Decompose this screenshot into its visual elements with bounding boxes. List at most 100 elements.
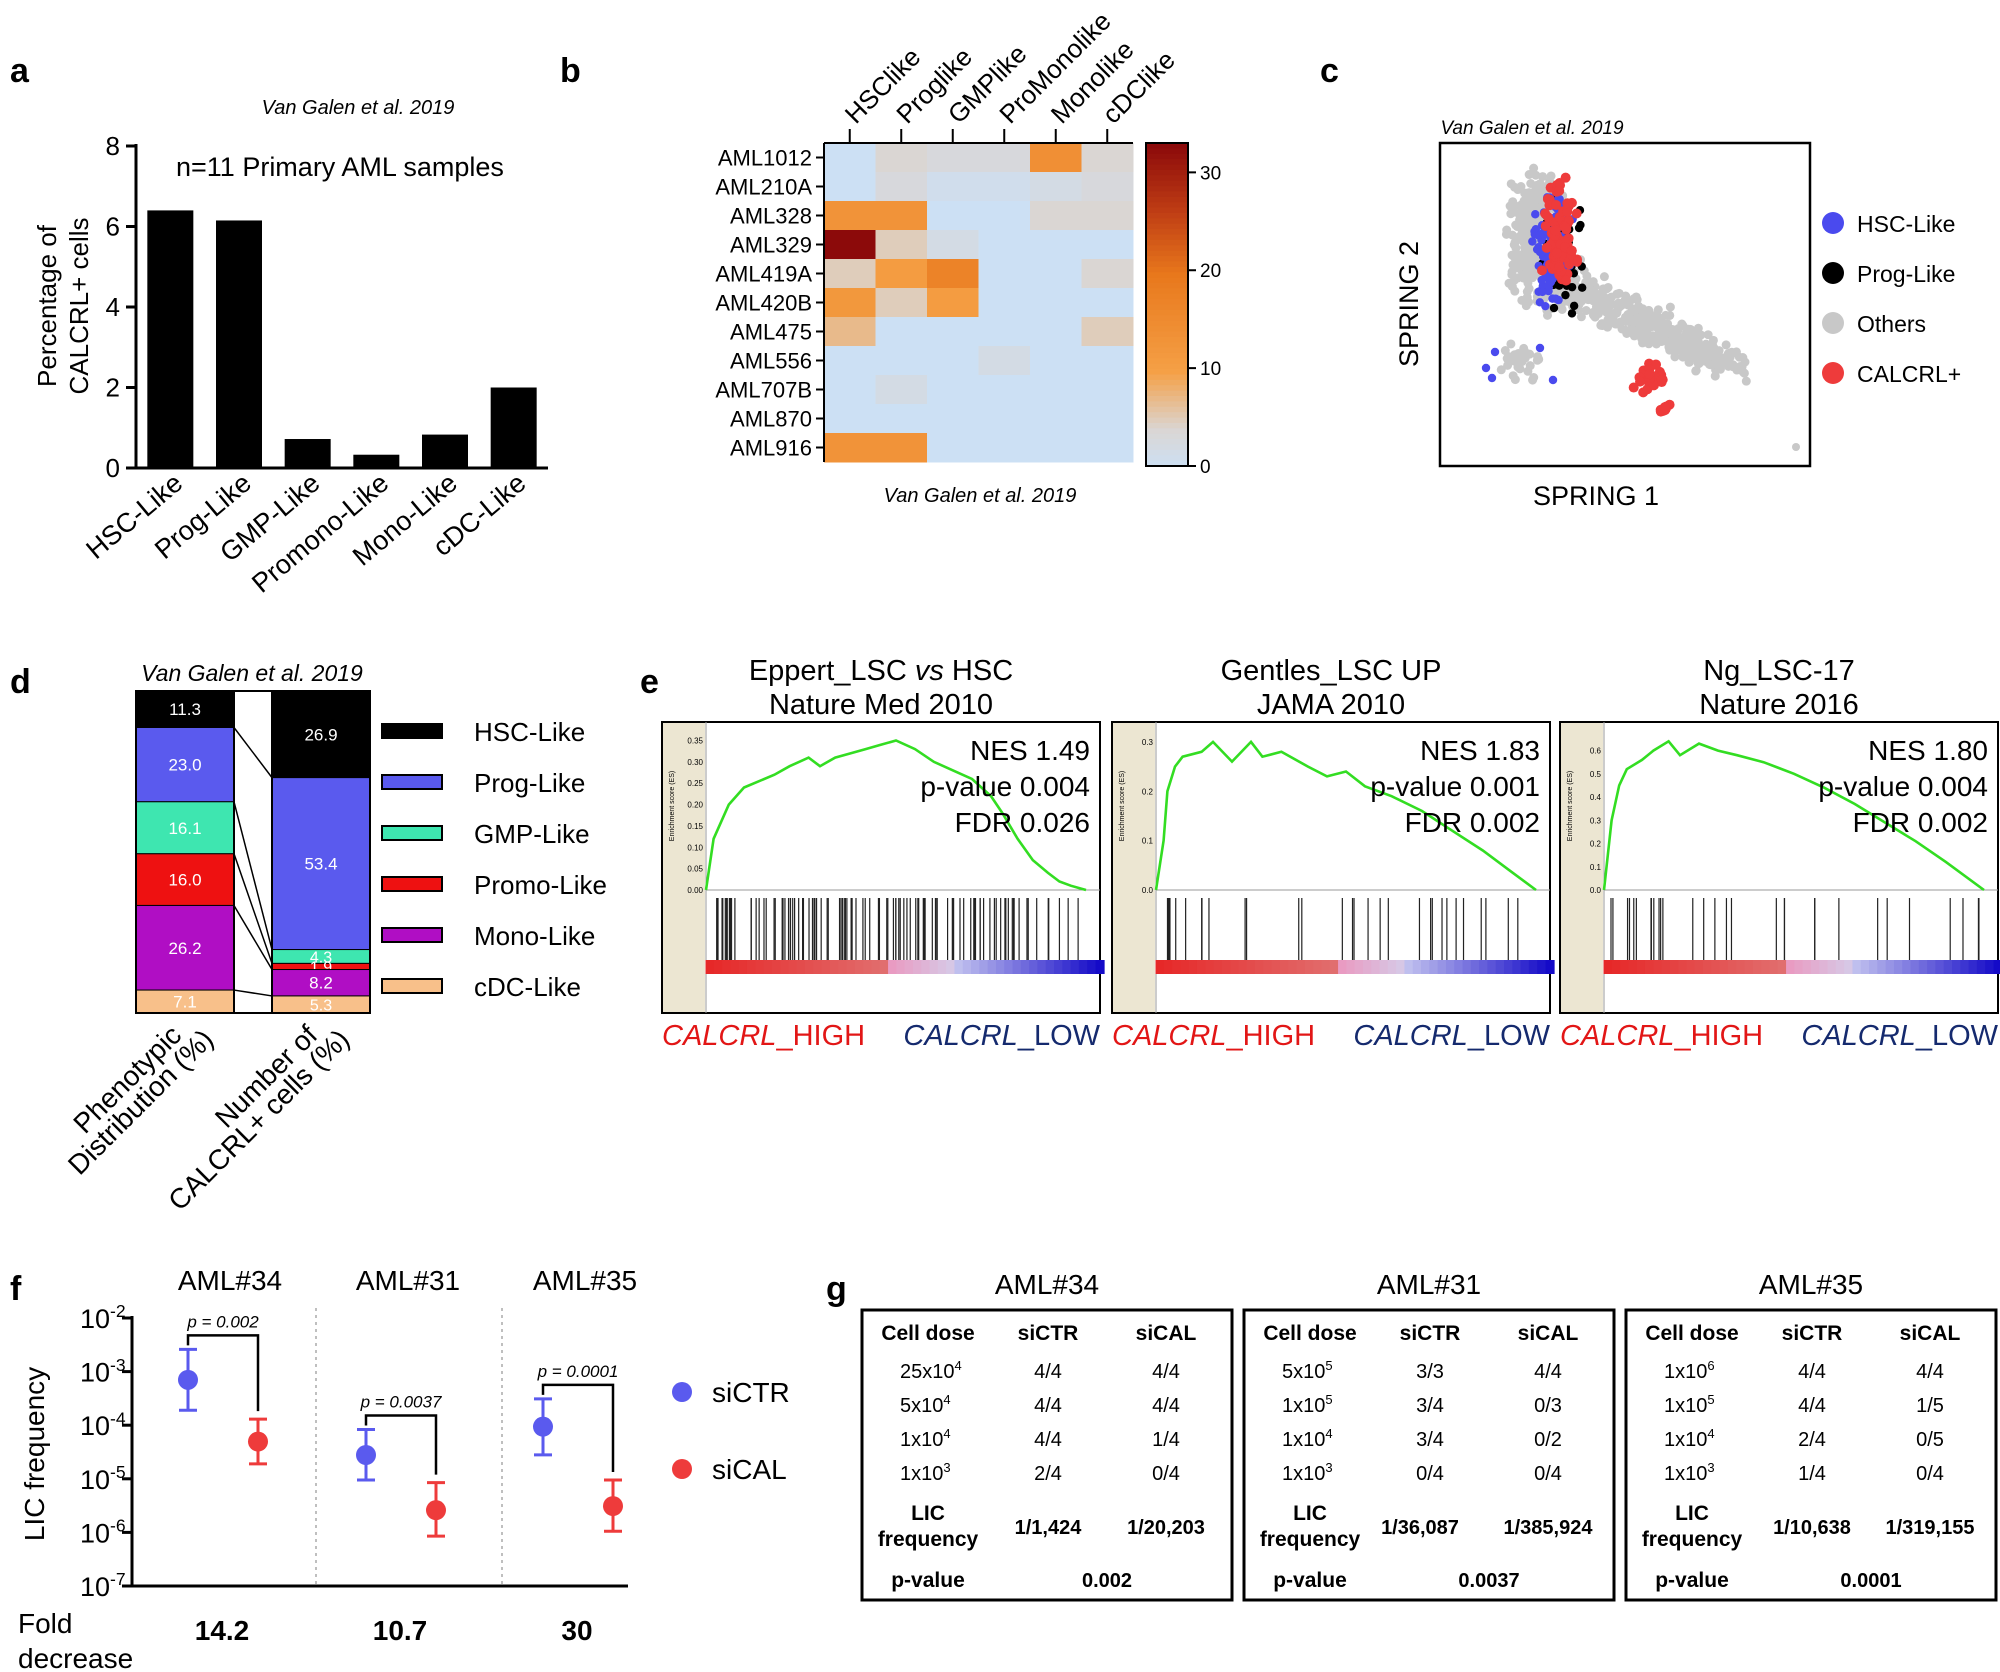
rank-gradient (1893, 960, 1904, 974)
rank-gradient (1470, 960, 1480, 974)
rank-gradient (788, 960, 798, 974)
bar-Prog-Like (216, 220, 262, 468)
table-cell-ctr: 2/4 (1798, 1429, 1826, 1451)
colorbar-segment (1146, 439, 1188, 446)
point-others (1717, 358, 1727, 368)
rank-gradient (1819, 960, 1829, 974)
rank-gradient (1686, 960, 1696, 974)
heat-cell (824, 143, 876, 173)
colorbar-segment (1146, 261, 1188, 268)
colorbar-segment (1146, 363, 1188, 370)
rank-gradient (1794, 960, 1804, 974)
rank-gradient (1644, 960, 1655, 974)
point-others (1529, 163, 1539, 173)
point-siCAL (603, 1496, 623, 1517)
rank-gradient (1004, 960, 1014, 974)
lic-label: LIC (1293, 1502, 1327, 1525)
es-curve (1602, 739, 1985, 892)
heat-cell (1030, 288, 1082, 318)
rank-gradient (1694, 960, 1704, 974)
legend-label: GMP-Like (474, 819, 590, 849)
rank-gradient (1611, 960, 1621, 974)
point-others (1691, 366, 1701, 376)
colorbar-segment (1146, 212, 1188, 219)
heat-cell (824, 230, 876, 260)
panel-letter-a: a (10, 52, 30, 90)
rank-gradient (1827, 960, 1837, 974)
plot-title: Eppert_LSC vs HSC (749, 655, 1013, 687)
rank-gradient (846, 960, 856, 974)
colorbar-segment (1146, 417, 1188, 424)
segment-value-label: 53.4 (304, 855, 337, 874)
rank-gradient (1213, 960, 1223, 974)
lic-table: AML#35 Cell dose siCTR siCAL 1x106 4/4 4/4 1x10… (1624, 1269, 1998, 1602)
heat-cell (1081, 433, 1134, 463)
table-cell-cal: 0/3 (1534, 1395, 1562, 1417)
colorbar-segment (1146, 250, 1188, 257)
rank-gradient (1304, 960, 1314, 974)
point-hsc-like (1487, 373, 1497, 383)
rank-gradient (1029, 960, 1039, 974)
rank-gradient (1087, 960, 1097, 974)
es-axis-label: Enrichment score (ES) (1567, 771, 1574, 841)
rank-gradient (1288, 960, 1298, 974)
point-others (1508, 371, 1518, 381)
plot-subtitle: JAMA 2010 (1257, 689, 1405, 721)
row-label: AML420B (715, 291, 812, 316)
rank-gradient (1454, 960, 1464, 974)
source-label: Van Galen et al. 2019 (141, 660, 363, 686)
point-others (1523, 366, 1533, 376)
rank-gradient (1387, 960, 1397, 974)
x-axis-label: SPRING 1 (1533, 481, 1659, 511)
point-others (1602, 302, 1612, 312)
calcrl-high-label: CALCRL_HIGH (1560, 1020, 1763, 1052)
colorbar-segment (1146, 390, 1188, 397)
calcrl-low-label: CALCRL_LOW (1801, 1020, 1998, 1052)
colorbar-segment (1146, 180, 1188, 187)
lic-label: frequency (1260, 1528, 1361, 1551)
point-hsc-like (1528, 237, 1537, 246)
gsea-margin (1113, 723, 1155, 1012)
colorbar-segment (1146, 299, 1188, 306)
rank-gradient (805, 960, 815, 974)
legend-swatch (381, 774, 443, 790)
rank-gradient (1379, 960, 1389, 974)
rank-gradient (1404, 960, 1414, 974)
heat-cell (875, 259, 928, 289)
point-others (1643, 330, 1653, 340)
table-header: siCTR (1782, 1322, 1843, 1345)
rank-gradient (995, 960, 1006, 974)
heat-cell (927, 404, 979, 434)
lic-table: AML#31 Cell dose siCTR siCAL 5x105 3/3 4/4 1x10… (1242, 1269, 1616, 1602)
rank-gradient (1860, 960, 1870, 974)
panel-c-scatter: Van Galen et al. 2019 SPRING 1 SPRING 2 HSC… (1394, 118, 1961, 511)
point-calcrl (1566, 245, 1577, 256)
heat-cell (978, 346, 1031, 376)
rank-gradient (1180, 960, 1190, 974)
panel-d-stacked: Van Galen et al. 2019 11.3 23.0 16.1 16.0 26.… (62, 660, 607, 1216)
lic-ctr: 1/1,424 (1015, 1517, 1083, 1539)
point-others (1661, 310, 1671, 320)
table-header: Cell dose (1645, 1322, 1738, 1345)
heat-cell (927, 346, 979, 376)
group-label: AML#35 (533, 1265, 637, 1296)
colorbar-segment (1146, 315, 1188, 322)
table-cell-ctr: 3/4 (1416, 1395, 1444, 1417)
cell-dose: 1x103 (1664, 1460, 1715, 1485)
table-title: AML#31 (1377, 1269, 1481, 1300)
heat-cell (927, 143, 979, 173)
cell-dose: 1x104 (1282, 1426, 1333, 1451)
rank-gradient (937, 960, 947, 974)
segment-value-label: 23.0 (168, 756, 201, 775)
rank-gradient (1669, 960, 1680, 974)
legend-marker (672, 1382, 692, 1402)
point-hsc-like (1538, 287, 1547, 297)
table-cell-ctr: 3/4 (1416, 1429, 1444, 1451)
heat-cell (978, 259, 1031, 289)
rank-gradient (1246, 960, 1256, 974)
heat-cell (1030, 143, 1082, 173)
colorbar-segment (1146, 444, 1188, 451)
legend-label: CALCRL+ (1857, 361, 1961, 387)
point-others (1529, 372, 1539, 382)
